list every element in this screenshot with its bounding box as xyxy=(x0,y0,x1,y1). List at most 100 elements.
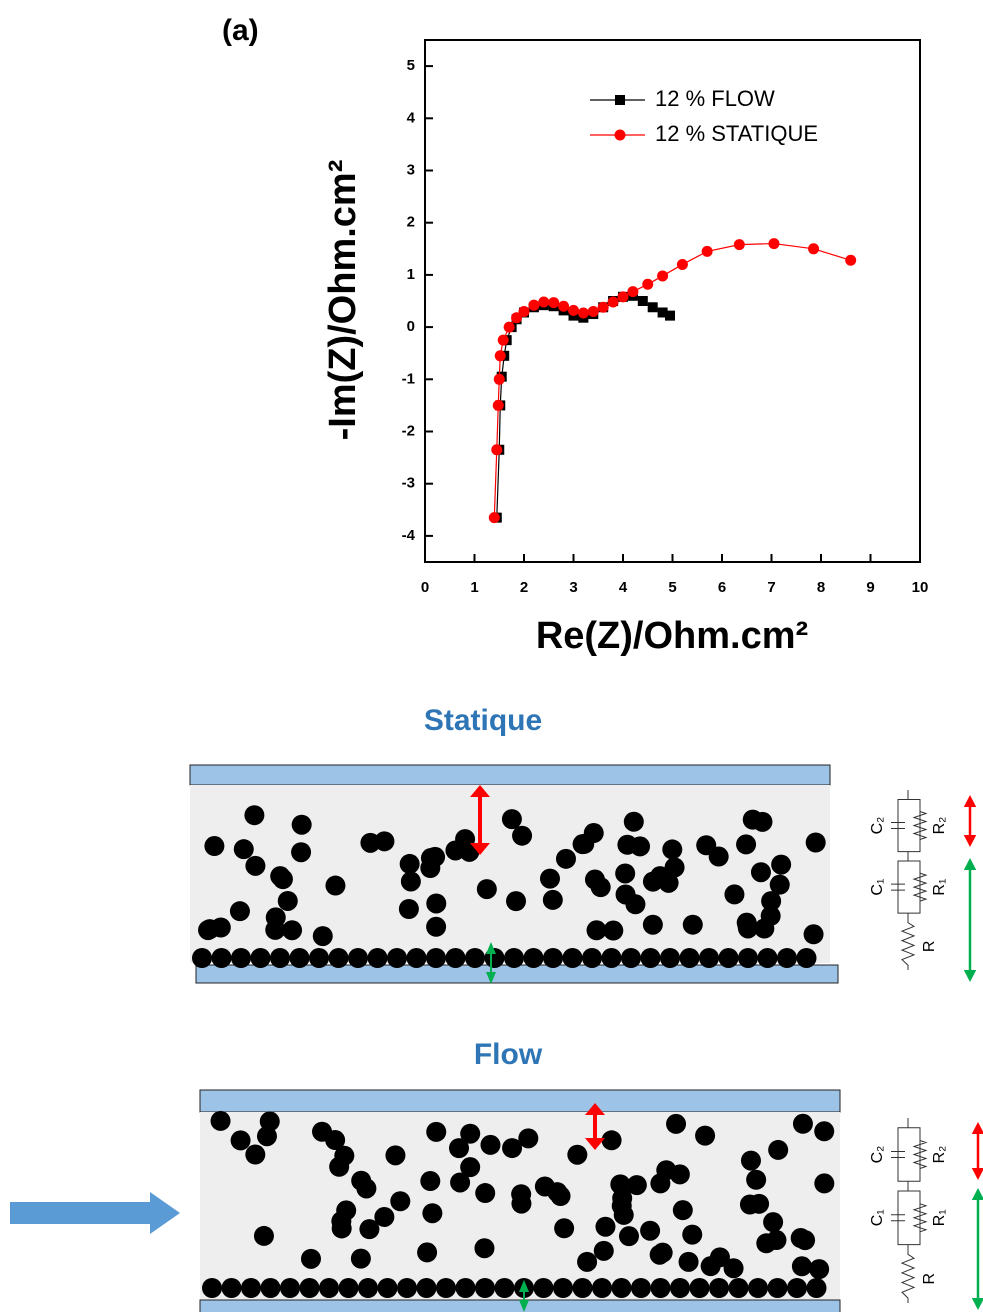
particle xyxy=(259,1111,280,1132)
particle xyxy=(577,1251,598,1272)
arrow-head xyxy=(971,1188,983,1200)
data-point xyxy=(587,305,599,317)
particle xyxy=(669,1164,690,1185)
particle xyxy=(660,948,680,968)
particle xyxy=(387,948,407,968)
particle xyxy=(543,948,563,968)
electrode xyxy=(199,1089,841,1113)
particle xyxy=(417,1242,438,1263)
particle xyxy=(455,1278,476,1298)
particle xyxy=(502,1138,523,1159)
particle xyxy=(475,1278,495,1298)
data-point xyxy=(657,307,668,318)
particle xyxy=(572,1278,593,1298)
arrow-head xyxy=(971,1122,983,1134)
data-point xyxy=(676,258,688,270)
particle xyxy=(416,1278,437,1298)
y-axis-label: -Im(Z)/Ohm.cm² xyxy=(322,160,364,441)
particle xyxy=(359,1219,380,1240)
particle xyxy=(350,1248,371,1269)
particle xyxy=(652,1242,673,1263)
particle xyxy=(763,1212,784,1233)
particle xyxy=(360,832,381,853)
data-point xyxy=(491,444,503,456)
capacitor xyxy=(891,883,905,891)
y-tick-label: 2 xyxy=(407,214,415,231)
circuit-wire xyxy=(897,860,921,914)
particle xyxy=(250,948,271,968)
plot-frame xyxy=(424,39,921,563)
particle xyxy=(767,1278,788,1298)
particle xyxy=(678,1251,699,1272)
arrow-head xyxy=(486,942,496,954)
diagram-title: Statique xyxy=(424,704,542,737)
arrow-head xyxy=(963,835,977,847)
particle xyxy=(426,916,447,937)
data-point xyxy=(647,302,658,313)
panel-label: (a) xyxy=(222,14,259,47)
arrow-head xyxy=(585,1103,605,1115)
particle xyxy=(679,948,700,968)
particle xyxy=(397,1278,417,1298)
particle xyxy=(460,1157,481,1178)
particle xyxy=(610,1174,631,1195)
particle xyxy=(621,948,641,968)
particle xyxy=(202,1278,222,1298)
particle xyxy=(615,863,636,884)
particle xyxy=(666,1113,687,1134)
particle xyxy=(618,1226,639,1247)
x-tick-label: 4 xyxy=(619,579,628,596)
particle xyxy=(539,868,560,889)
particle xyxy=(574,833,595,854)
particle xyxy=(650,866,671,887)
circuit-label: C₂ xyxy=(869,817,886,835)
particle xyxy=(695,1125,716,1146)
circuit-wire xyxy=(897,798,921,853)
x-tick-label: 5 xyxy=(668,579,676,596)
particle xyxy=(377,1278,398,1298)
circuit-label: R₁ xyxy=(931,879,948,896)
particle xyxy=(506,891,527,912)
resistor xyxy=(912,1140,928,1169)
particle xyxy=(358,1278,378,1298)
electrode xyxy=(195,964,839,984)
data-point xyxy=(538,296,550,308)
particle xyxy=(523,948,544,968)
particle xyxy=(787,1278,807,1298)
particle xyxy=(474,1238,495,1259)
particle xyxy=(739,1194,760,1215)
particle xyxy=(325,875,346,896)
particle xyxy=(300,1248,321,1269)
data-point xyxy=(497,334,509,346)
x-tick-label: 0 xyxy=(421,579,429,596)
particle xyxy=(406,948,427,968)
particle xyxy=(640,948,661,968)
particle xyxy=(567,1144,588,1165)
particle xyxy=(289,948,310,968)
particle xyxy=(626,1175,647,1196)
particle xyxy=(211,948,232,968)
particle xyxy=(805,832,826,853)
resistor xyxy=(912,872,928,902)
particle xyxy=(542,889,563,910)
particle xyxy=(210,1110,231,1131)
data-point xyxy=(597,301,609,313)
x-axis-label: Re(Z)/Ohm.cm² xyxy=(536,615,808,657)
particle xyxy=(282,920,303,941)
x-tick-label: 7 xyxy=(767,579,775,596)
particle xyxy=(334,1145,355,1166)
particle xyxy=(611,1278,632,1298)
particle xyxy=(724,884,745,905)
particle xyxy=(761,891,782,912)
particle xyxy=(603,920,624,941)
particle xyxy=(399,853,420,874)
particle xyxy=(736,834,757,855)
circuit-wire xyxy=(897,1127,921,1182)
particle xyxy=(757,948,778,968)
y-tick-label: 4 xyxy=(407,109,416,126)
particle xyxy=(400,871,421,892)
particle xyxy=(699,948,719,968)
particle xyxy=(742,809,763,830)
particle xyxy=(601,1130,622,1151)
